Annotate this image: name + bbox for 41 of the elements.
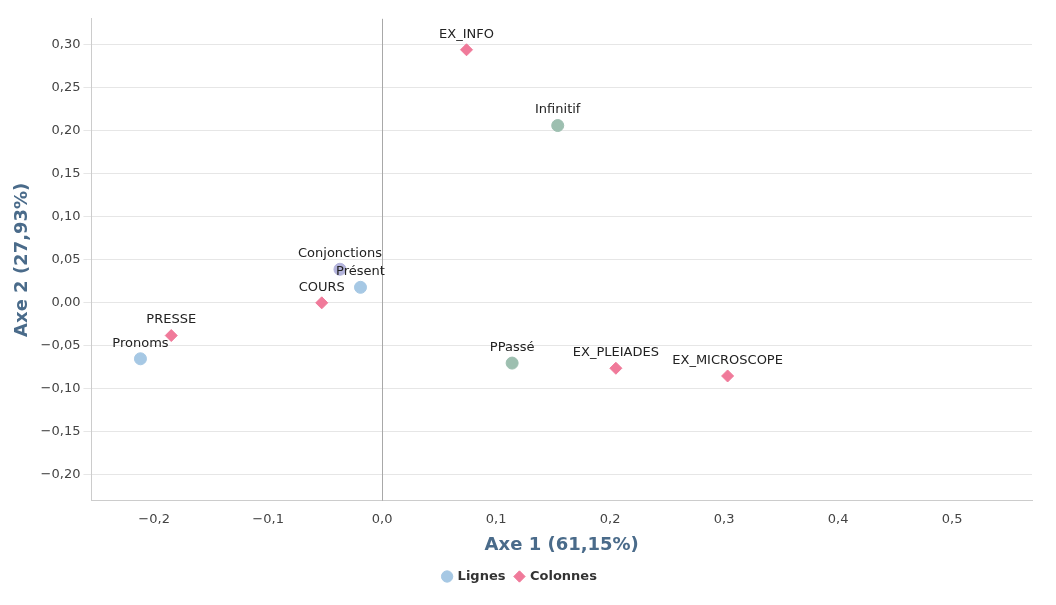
y-tick-label: 0,05 bbox=[51, 251, 81, 267]
annotation: EX_MICROSCOPE bbox=[672, 351, 783, 367]
y-tick-label: −0,20 bbox=[40, 466, 81, 482]
legend-label: Lignes bbox=[457, 567, 506, 583]
annotation: Pronoms bbox=[112, 334, 169, 350]
annotation: EX_INFO bbox=[439, 25, 494, 41]
x-tick-label: 0,1 bbox=[485, 510, 507, 526]
annotation: COURS bbox=[298, 278, 345, 294]
annotation: EX_PLEIADES bbox=[572, 344, 659, 360]
y-tick-label: 0,00 bbox=[51, 294, 81, 310]
point bbox=[354, 280, 367, 294]
y-tick-label: −0,10 bbox=[40, 380, 81, 396]
x-tick-label: −0,2 bbox=[138, 510, 170, 526]
x-tick-label: 0,2 bbox=[599, 510, 621, 526]
point bbox=[609, 361, 623, 375]
annotation: Présent bbox=[336, 263, 385, 279]
point bbox=[460, 43, 474, 57]
annotation: Conjonctions bbox=[298, 245, 383, 261]
legend-label: Colonnes bbox=[529, 567, 598, 583]
x-tick-label: 0,4 bbox=[827, 510, 849, 526]
y-tick-label: −0,05 bbox=[40, 337, 81, 353]
annotation: PPassé bbox=[489, 338, 535, 354]
point bbox=[315, 296, 329, 310]
y-tick-label: 0,20 bbox=[51, 122, 81, 138]
annotation: Infinitif bbox=[535, 101, 581, 117]
x-tick-label: 0,0 bbox=[371, 510, 393, 526]
y-tick-label: 0,30 bbox=[51, 36, 81, 51]
x-tick-label: 0,3 bbox=[713, 510, 735, 526]
x-tick-label: 0,5 bbox=[941, 510, 963, 526]
point bbox=[133, 352, 147, 366]
point bbox=[505, 356, 519, 370]
x-axis-title: Axe 1 (61,15%) bbox=[484, 532, 639, 554]
point bbox=[551, 119, 565, 133]
y-tick-label: 0,25 bbox=[51, 79, 81, 95]
y-tick-label: 0,10 bbox=[51, 208, 81, 224]
y-tick-label: 0,15 bbox=[51, 165, 81, 181]
annotation: PRESSE bbox=[146, 311, 197, 327]
y-axis-title: Axe 2 (27,93%) bbox=[10, 182, 32, 337]
x-tick-label: −0,1 bbox=[252, 510, 284, 526]
point bbox=[721, 369, 735, 383]
y-tick-label: −0,15 bbox=[40, 423, 81, 439]
